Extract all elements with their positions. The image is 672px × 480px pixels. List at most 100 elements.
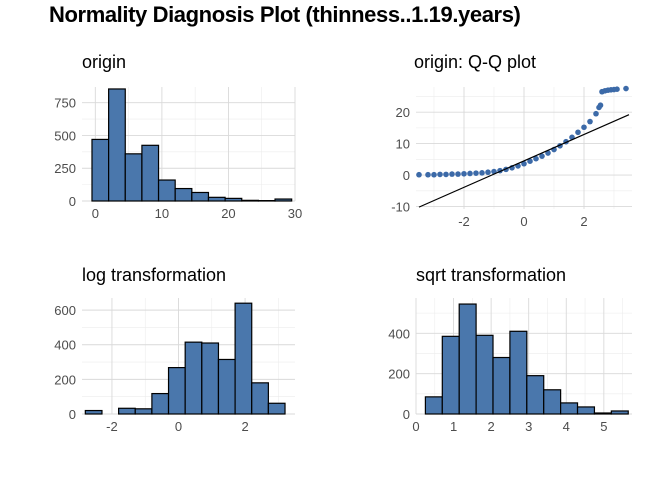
histogram-bar: [191, 191, 210, 202]
y-tick-label: 750: [54, 96, 76, 111]
qq-point: [443, 171, 449, 178]
x-tick-label: 2: [580, 214, 587, 229]
panel-1: 0 10 20 30 0 250 500 750 origin: [54, 52, 302, 221]
panel-4: 0 1 2 3 4 5 0 200 400 sqrt transformation: [388, 265, 632, 434]
x-tick-label: 0: [175, 419, 182, 434]
histogram-bar: [184, 341, 203, 415]
histogram-bar: [118, 407, 136, 415]
y-tick-label: 0: [69, 407, 76, 422]
histogram-bar: [157, 179, 176, 202]
qq-point: [449, 171, 455, 177]
histogram-bar: [134, 408, 153, 415]
histogram-bar: [217, 358, 236, 415]
histogram-bar: [509, 330, 528, 415]
qq-point: [587, 118, 593, 125]
histogram-bar: [124, 153, 143, 202]
qq-point: [614, 86, 620, 93]
histogram-bar: [593, 412, 612, 415]
histogram-bar: [526, 375, 545, 415]
histogram-bar: [201, 342, 220, 415]
y-tick-label: 10: [396, 137, 410, 152]
histogram-bar: [492, 356, 511, 415]
histogram-bar: [274, 198, 293, 202]
x-tick-label: 30: [288, 206, 302, 221]
y-tick-label: 200: [54, 372, 76, 387]
qq-point: [581, 124, 587, 131]
qq-point: [521, 160, 527, 167]
x-tick-label: 10: [155, 206, 169, 221]
y-tick-label: 400: [54, 338, 76, 353]
qq-point: [461, 170, 467, 177]
x-tick-label: 0: [92, 206, 99, 221]
histogram-bar: [91, 138, 110, 202]
y-tick-label: 600: [54, 303, 76, 318]
qq-point: [455, 171, 461, 177]
qq-point: [473, 170, 479, 176]
x-tick-label: 2: [488, 419, 495, 434]
histogram-bar: [174, 187, 193, 202]
qq-point: [593, 110, 599, 117]
histogram-bar: [84, 409, 103, 415]
main-title: Normality Diagnosis Plot (thinness..1.19…: [49, 2, 521, 27]
y-tick-label: 400: [388, 326, 410, 341]
x-tick-label: -2: [458, 214, 470, 229]
qq-point: [485, 169, 491, 176]
histogram-bar: [207, 196, 226, 202]
qq-point: [623, 85, 629, 92]
histogram-bar: [458, 303, 477, 415]
qq-point: [533, 155, 539, 162]
panel-title: log transformation: [82, 265, 226, 285]
histogram-bar: [441, 335, 460, 415]
histogram-bar: [234, 302, 253, 415]
qq-point: [431, 171, 437, 178]
qq-point: [467, 170, 473, 177]
histogram-bar: [543, 389, 562, 415]
histogram-bar: [224, 197, 243, 202]
y-tick-label: 200: [388, 367, 410, 382]
qq-point: [545, 150, 551, 156]
histogram-bar: [576, 406, 596, 415]
y-tick-label: 0: [403, 407, 410, 422]
panel-title: origin: [82, 52, 126, 72]
histogram-bar: [151, 392, 170, 415]
panel-3: -2 0 2 0 200 400 600 log transformation: [54, 265, 295, 434]
qq-point: [597, 102, 604, 109]
x-tick-label: -2: [106, 419, 118, 434]
histogram-bar: [610, 410, 629, 415]
x-tick-label: 3: [525, 419, 532, 434]
x-tick-label: 1: [450, 419, 457, 434]
qq-reference-line: [418, 114, 630, 208]
y-tick-label: 250: [54, 161, 76, 176]
x-tick-label: 0: [412, 419, 419, 434]
qq-point: [416, 171, 422, 178]
qq-point: [575, 129, 581, 136]
panel-2: -2 0 2 -10 0 10 20 origin: Q-Q plot: [391, 52, 632, 229]
y-tick-label: 20: [396, 105, 410, 120]
qq-point: [437, 171, 443, 178]
histogram-bar: [267, 402, 286, 415]
x-tick-label: 5: [600, 419, 607, 434]
x-tick-label: 4: [563, 419, 570, 434]
y-tick-label: -10: [391, 199, 410, 214]
x-tick-label: 20: [221, 206, 235, 221]
x-tick-label: 2: [241, 419, 248, 434]
x-tick-label: 0: [520, 214, 527, 229]
y-tick-label: 500: [54, 128, 76, 143]
panel-title: sqrt transformation: [416, 265, 566, 285]
qq-point: [527, 158, 533, 165]
panel-title: origin: Q-Q plot: [414, 52, 536, 72]
histogram-bar: [251, 382, 269, 415]
qq-point: [425, 171, 431, 178]
y-tick-label: 0: [403, 168, 410, 183]
histogram-bar: [167, 367, 186, 415]
histogram-bar: [424, 396, 443, 415]
qq-point: [479, 170, 485, 176]
histogram-bar: [241, 199, 259, 202]
histogram-bar: [108, 88, 126, 202]
histogram-bar: [141, 144, 160, 202]
y-tick-label: 0: [69, 194, 76, 209]
qq-point: [539, 153, 545, 159]
histogram-bar: [560, 402, 579, 415]
histogram-bar: [475, 334, 494, 415]
